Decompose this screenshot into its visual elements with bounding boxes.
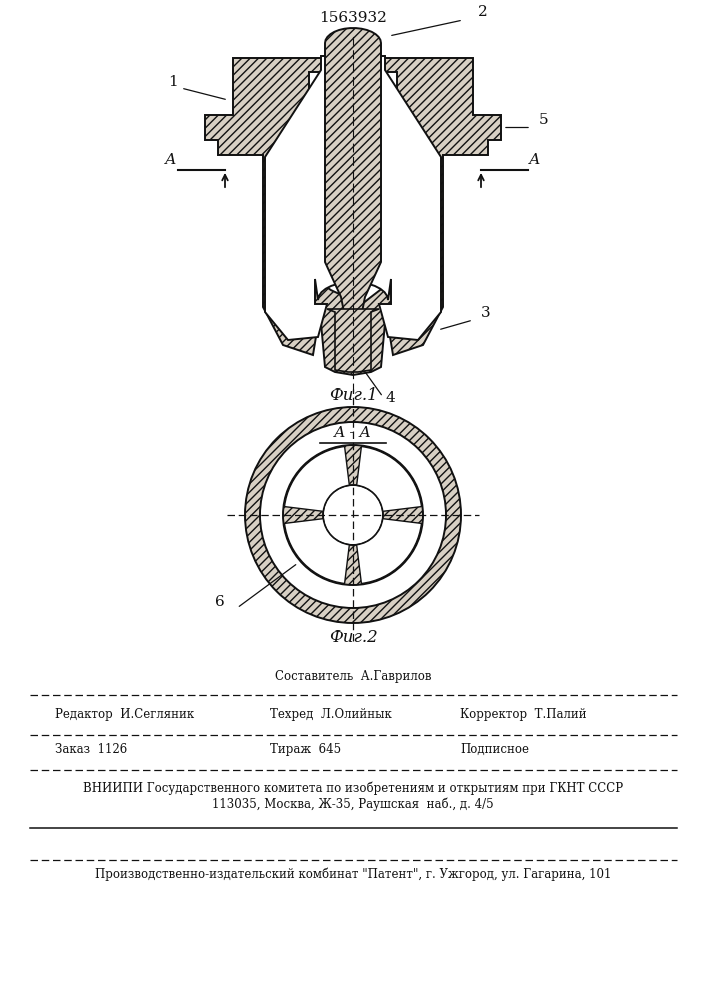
Text: Корректор  Т.Палий: Корректор Т.Палий (460, 708, 587, 721)
Polygon shape (325, 28, 381, 332)
Text: А - А: А - А (334, 426, 372, 440)
Text: Редактор  И.Сегляник: Редактор И.Сегляник (55, 708, 194, 721)
Wedge shape (356, 447, 421, 511)
Text: Заказ  1126: Заказ 1126 (55, 743, 127, 756)
Circle shape (260, 422, 446, 608)
Text: Тираж  645: Тираж 645 (270, 743, 341, 756)
Text: А: А (165, 153, 177, 167)
Text: 3: 3 (481, 306, 491, 320)
Circle shape (283, 445, 423, 585)
Text: 113035, Москва, Ж-35, Раушская  наб., д. 4/5: 113035, Москва, Ж-35, Раушская наб., д. … (212, 798, 493, 811)
Wedge shape (284, 447, 349, 511)
Text: Производственно-издательский комбинат "Патент", г. Ужгород, ул. Гагарина, 101: Производственно-издательский комбинат "П… (95, 867, 611, 881)
Text: 1: 1 (168, 75, 178, 89)
Text: Фиг.1: Фиг.1 (329, 387, 378, 404)
Circle shape (245, 407, 461, 623)
Wedge shape (284, 519, 349, 583)
Circle shape (323, 485, 383, 545)
Text: А: А (530, 153, 541, 167)
Text: Фиг.2: Фиг.2 (329, 629, 378, 646)
Text: 2: 2 (478, 5, 488, 19)
Polygon shape (327, 309, 379, 372)
Text: 6: 6 (215, 595, 225, 609)
Text: 4: 4 (386, 391, 396, 405)
Polygon shape (265, 56, 441, 340)
Text: ВНИИПИ Государственного комитета по изобретениям и открытиям при ГКНТ СССР: ВНИИПИ Государственного комитета по изоб… (83, 782, 623, 795)
Text: Подписное: Подписное (460, 743, 529, 756)
Wedge shape (356, 519, 421, 583)
Text: 1563932: 1563932 (319, 11, 387, 25)
Text: Техред  Л.Олийнык: Техред Л.Олийнык (270, 708, 392, 721)
Text: 5: 5 (539, 113, 549, 127)
Polygon shape (205, 58, 501, 375)
Text: Составитель  А.Гаврилов: Составитель А.Гаврилов (275, 670, 431, 683)
